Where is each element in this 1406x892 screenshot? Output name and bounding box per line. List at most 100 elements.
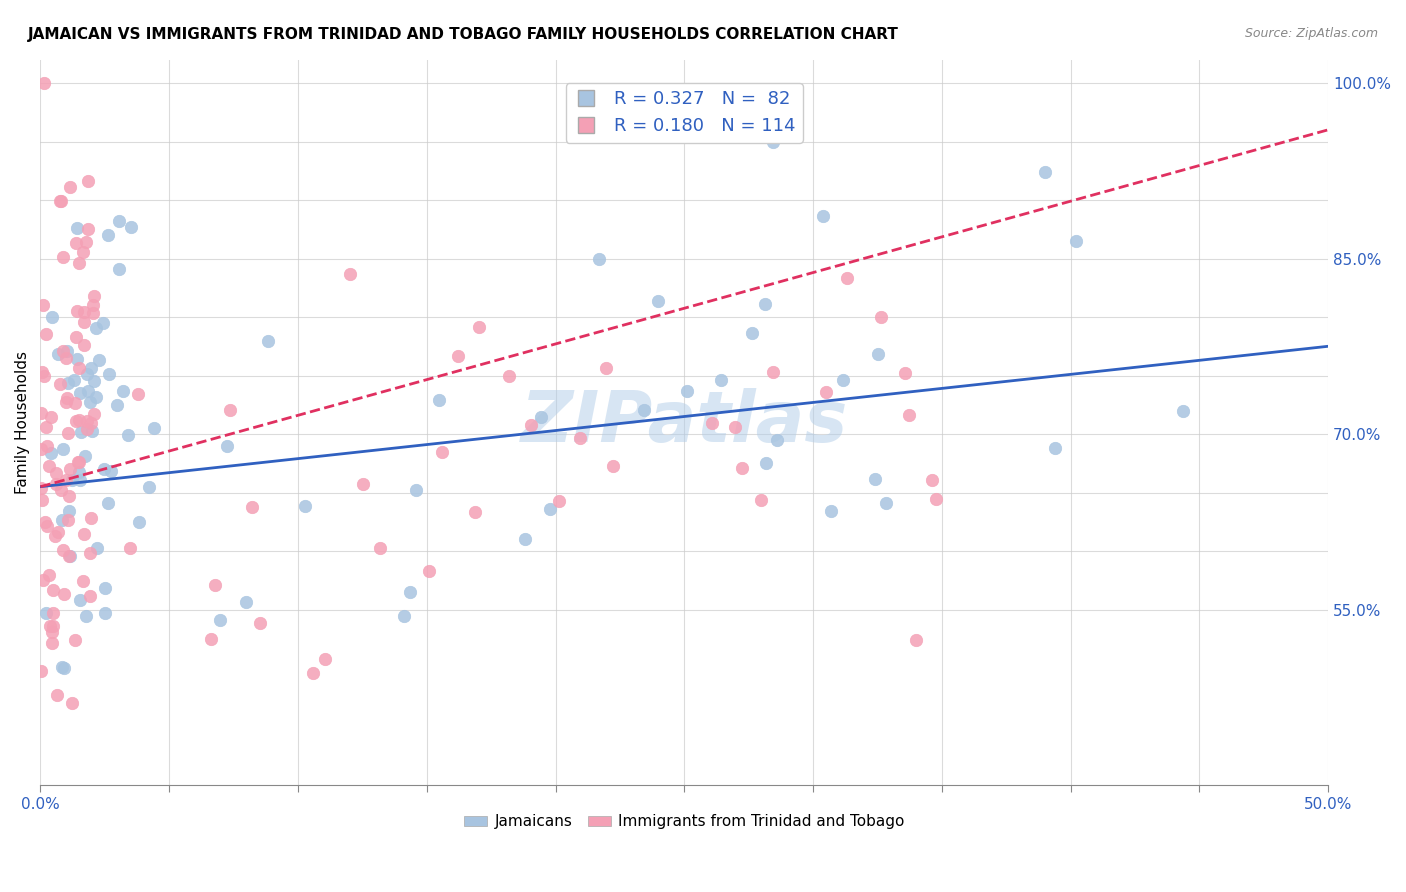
Point <box>31 365 53 379</box>
Point <box>100 464 122 478</box>
Point <box>73 338 96 352</box>
Point <box>32 297 55 311</box>
Point <box>67 361 90 376</box>
Point <box>87 353 110 368</box>
Point <box>37 519 59 533</box>
Point <box>60 473 83 487</box>
Point <box>83 288 105 302</box>
Point <box>55 351 77 365</box>
Point <box>72 245 94 260</box>
Point <box>204 578 226 592</box>
Point <box>67 256 90 270</box>
Point <box>55 395 77 409</box>
Point <box>69 473 91 487</box>
Point <box>235 595 257 609</box>
Point <box>76 413 98 427</box>
Point <box>30 664 52 678</box>
Point <box>52 542 75 557</box>
Point <box>59 549 82 563</box>
Point <box>1064 235 1087 249</box>
Point <box>49 194 72 208</box>
Point <box>67 413 90 427</box>
Point <box>41 624 63 639</box>
Point <box>249 615 271 630</box>
Point <box>63 373 86 387</box>
Point <box>399 584 422 599</box>
Point <box>55 473 77 487</box>
Point <box>63 396 86 410</box>
Point <box>837 271 859 285</box>
Point <box>83 407 105 421</box>
Point <box>56 513 79 527</box>
Point <box>69 593 91 607</box>
Point <box>240 500 263 515</box>
Point <box>45 477 67 491</box>
Point <box>67 455 90 469</box>
Point <box>256 334 278 348</box>
Point <box>86 541 108 555</box>
Point <box>1171 403 1194 417</box>
Point <box>127 387 149 401</box>
Legend: Jamaicans, Immigrants from Trinidad and Tobago: Jamaicans, Immigrants from Trinidad and … <box>458 808 911 836</box>
Y-axis label: Family Households: Family Households <box>15 351 30 494</box>
Point <box>868 347 890 361</box>
Point <box>75 235 97 249</box>
Point <box>32 573 55 587</box>
Point <box>83 374 105 388</box>
Point <box>31 493 53 508</box>
Point <box>79 589 101 603</box>
Point <box>76 174 98 188</box>
Point <box>702 417 724 431</box>
Point <box>51 513 73 527</box>
Point <box>37 439 59 453</box>
Point <box>32 369 55 384</box>
Point <box>80 360 103 375</box>
Point <box>73 526 96 541</box>
Point <box>569 430 592 444</box>
Point <box>498 369 520 384</box>
Point <box>761 365 783 379</box>
Point <box>80 416 103 430</box>
Point <box>96 228 118 243</box>
Point <box>94 606 117 620</box>
Point <box>35 606 58 620</box>
Point <box>66 351 89 366</box>
Point <box>86 320 108 334</box>
Text: Source: ZipAtlas.com: Source: ZipAtlas.com <box>1244 27 1378 40</box>
Point <box>749 492 772 507</box>
Point <box>893 367 915 381</box>
Point <box>128 515 150 529</box>
Point <box>79 546 101 560</box>
Point <box>430 445 453 459</box>
Point <box>49 483 72 497</box>
Point <box>56 343 79 358</box>
Point <box>200 632 222 646</box>
Point <box>45 467 67 481</box>
Point <box>65 330 87 344</box>
Point <box>111 384 134 398</box>
Point <box>67 454 90 468</box>
Point <box>875 495 897 509</box>
Point <box>52 661 75 675</box>
Point <box>754 297 776 311</box>
Point <box>30 481 52 495</box>
Point <box>59 179 82 194</box>
Point <box>741 326 763 340</box>
Point <box>219 402 242 417</box>
Point <box>66 220 89 235</box>
Point <box>730 461 752 475</box>
Point <box>35 419 58 434</box>
Point <box>76 367 98 381</box>
Point <box>45 688 67 702</box>
Point <box>832 373 855 387</box>
Point <box>32 76 55 90</box>
Point <box>80 511 103 525</box>
Point <box>1033 165 1056 179</box>
Point <box>921 473 943 487</box>
Point <box>588 252 610 266</box>
Point <box>215 439 238 453</box>
Point <box>38 567 60 582</box>
Point <box>418 564 440 578</box>
Point <box>52 343 75 358</box>
Point <box>56 426 79 441</box>
